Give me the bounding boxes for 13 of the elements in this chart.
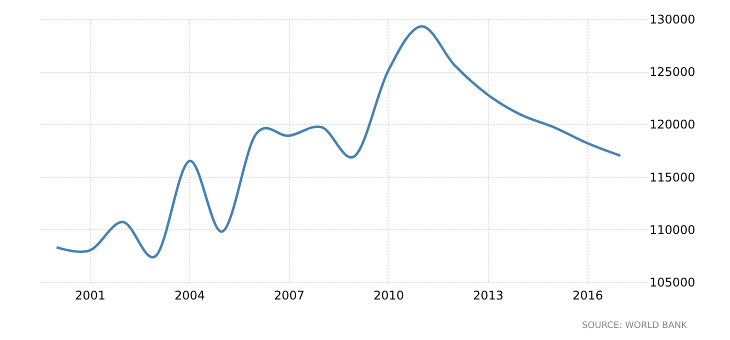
x-tick-label: 2013 — [473, 288, 504, 302]
y-tick-label: 115000 — [650, 170, 696, 184]
source-note: SOURCE: WORLD BANK — [582, 321, 688, 331]
y-tick-label: 105000 — [650, 276, 696, 290]
x-tick-label: 2007 — [274, 288, 305, 302]
x-tick-label: 2010 — [374, 288, 404, 302]
x-tick-label: 2001 — [74, 288, 106, 302]
y-tick-label: 125000 — [650, 65, 696, 80]
y-tick-label: 110000 — [650, 222, 696, 237]
y-tick-label: 120000 — [650, 118, 696, 132]
x-tick-label: 2004 — [174, 288, 206, 302]
y-tick-label: 130000 — [650, 12, 696, 26]
x-tick-label: 2016 — [572, 288, 604, 302]
